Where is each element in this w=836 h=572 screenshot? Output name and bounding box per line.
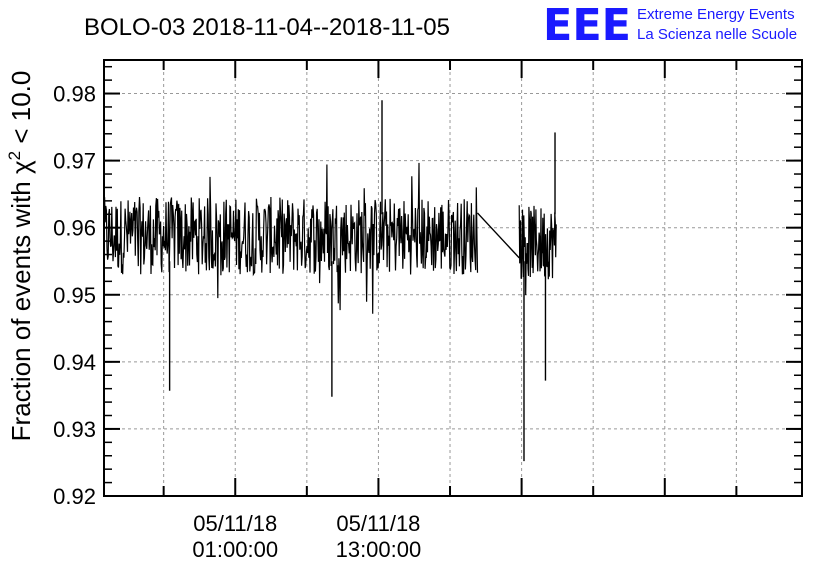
logo-line1: Extreme Energy Events: [637, 6, 795, 23]
chart-title: BOLO-03 2018-11-04--2018-11-05: [84, 14, 450, 41]
series-gap-connector: [476, 212, 520, 259]
series-line-block-2: [518, 205, 557, 296]
y-tick-label: 0.97: [53, 149, 96, 174]
series-line-block-1: [103, 162, 479, 314]
y-tick-label: 0.94: [53, 350, 96, 375]
y-tick-label: 0.95: [53, 283, 96, 308]
x-tick-label-date: 05/11/18: [193, 511, 277, 536]
y-tick-label: 0.98: [53, 82, 96, 107]
y-tick-labels: 0.92 0.93 0.94 0.95 0.96 0.97 0.98: [53, 82, 96, 509]
y-axis-label: Fraction of events with χ2 < 10.0: [5, 71, 36, 442]
y-axis-label-chi: χ: [6, 160, 36, 174]
y-tick-label: 0.96: [53, 216, 96, 241]
axis-ticks: [104, 60, 802, 497]
x-tick-label-time: 13:00:00: [336, 537, 422, 562]
eee-logo: EEE Extreme Energy Events La Scienza nel…: [543, 0, 797, 51]
y-axis-label-prefix: Fraction of events with: [6, 174, 36, 441]
logo-line2: La Scienza nelle Scuole: [637, 26, 797, 43]
x-tick-label-date: 05/11/18: [336, 511, 420, 536]
grid: [104, 60, 802, 496]
y-axis-label-suffix: < 10.0: [6, 71, 36, 151]
x-tick-label-time: 01:00:00: [192, 537, 278, 562]
y-axis-label-sup: 2: [5, 151, 24, 160]
data-series: [103, 100, 557, 462]
y-tick-label: 0.92: [53, 484, 96, 509]
plot-frame: [103, 59, 803, 497]
y-tick-label: 0.93: [53, 417, 96, 442]
logo-mark: EEE: [543, 0, 631, 51]
